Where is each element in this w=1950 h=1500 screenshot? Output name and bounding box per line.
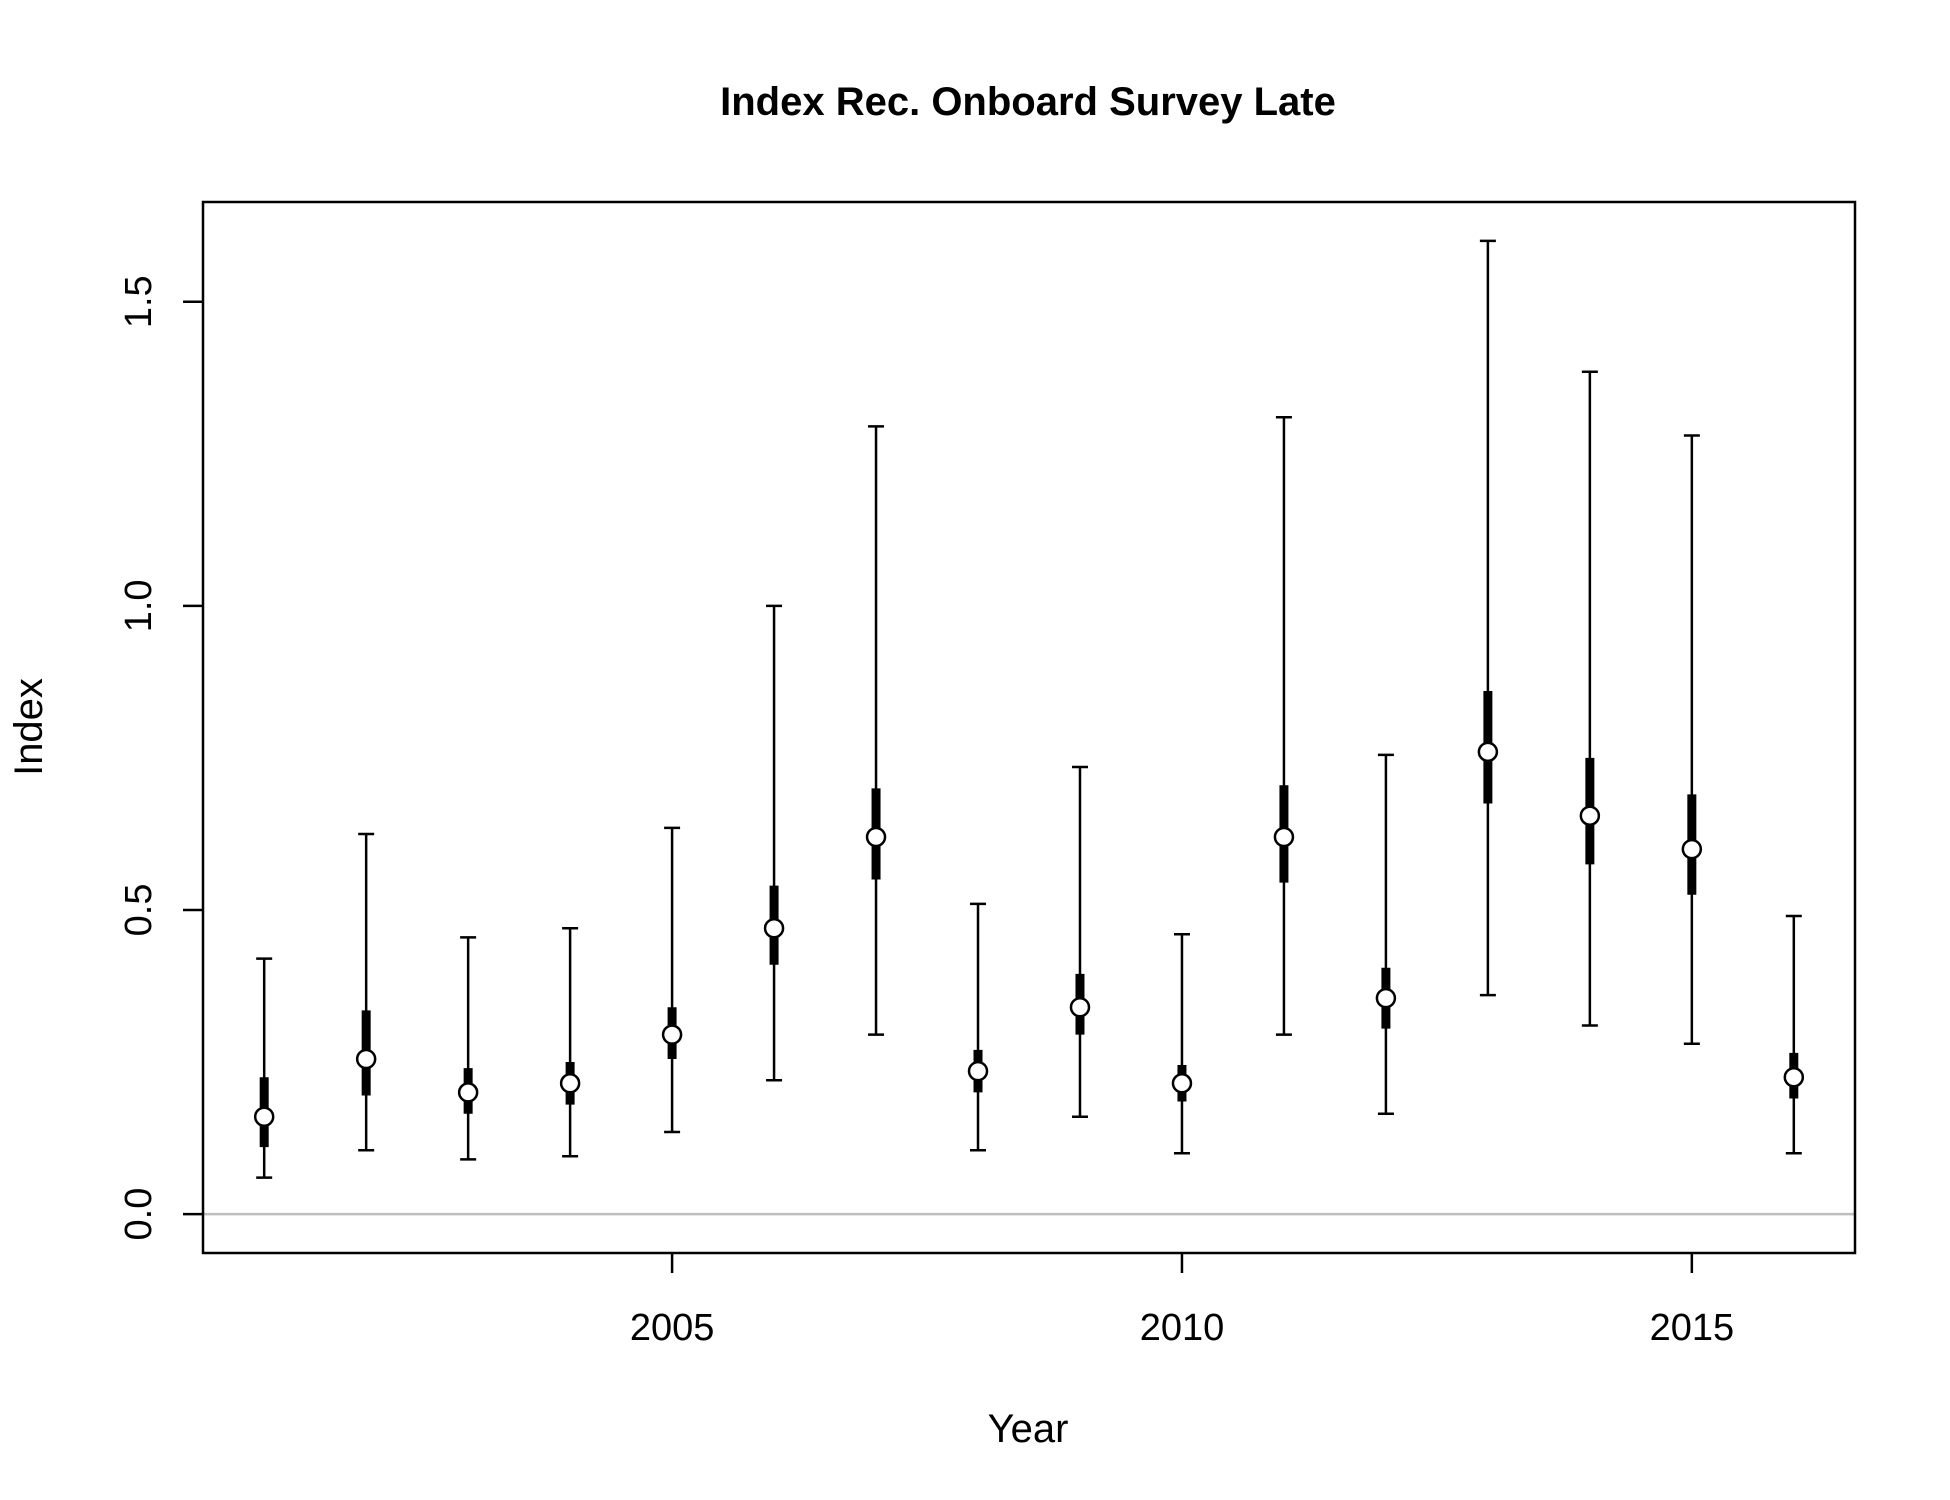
- data-point: [967, 1060, 989, 1082]
- y-axis-label: Index: [7, 678, 51, 776]
- data-point: [865, 826, 887, 848]
- x-tick-label: 2005: [630, 1307, 715, 1349]
- plot-frame: [201, 200, 1857, 1255]
- data-point: [1783, 1066, 1805, 1088]
- data-point: [1477, 741, 1499, 763]
- data-point: [253, 1106, 275, 1128]
- x-axis-label: Year: [988, 1407, 1069, 1451]
- data-point: [1681, 838, 1703, 860]
- plot-layer: 2005 2010 2015 0.0 0.5 1.0 1.5: [118, 200, 1857, 1349]
- data-point: [1171, 1073, 1193, 1094]
- data-point: [1069, 997, 1091, 1018]
- data-point: [457, 1082, 479, 1103]
- data-point: [763, 917, 785, 939]
- chart-title: Index Rec. Onboard Survey Late: [720, 80, 1336, 124]
- data-point: [1375, 987, 1397, 1009]
- x-tick-label: 2010: [1140, 1307, 1225, 1349]
- data-point: [1273, 826, 1295, 848]
- data-point: [1579, 805, 1601, 826]
- y-tick-label: 1.0: [118, 579, 160, 632]
- y-tick-label: 0.0: [118, 1188, 160, 1241]
- data-point: [661, 1024, 683, 1045]
- y-tick-label: 0.5: [118, 884, 160, 937]
- x-tick-label: 2015: [1650, 1307, 1735, 1349]
- data-point: [355, 1048, 377, 1070]
- data-point: [559, 1073, 581, 1094]
- y-tick-label: 1.5: [118, 275, 160, 328]
